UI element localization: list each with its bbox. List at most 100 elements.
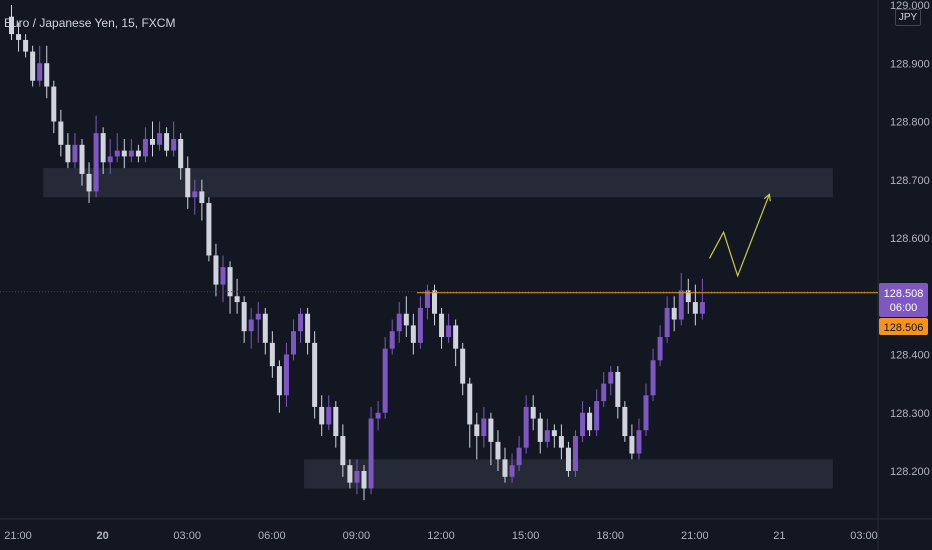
candle-body xyxy=(636,430,642,454)
candle-body xyxy=(107,156,113,163)
candle-body xyxy=(100,133,106,163)
candle-body xyxy=(23,39,29,52)
candle-body xyxy=(460,348,466,384)
candle-body xyxy=(403,313,409,326)
candle-body xyxy=(178,138,184,169)
candle-body xyxy=(692,302,698,314)
candle-body xyxy=(347,465,353,483)
candle-body xyxy=(326,406,332,425)
y-tick-label: 128.800 xyxy=(890,117,930,129)
symbol-title[interactable]: Euro / Japanese Yen, 15, FXCM xyxy=(4,16,176,30)
overlays xyxy=(0,193,878,294)
candle-body xyxy=(51,86,57,122)
candle-body xyxy=(594,401,600,431)
projection-path xyxy=(708,194,770,278)
candle-body xyxy=(44,63,50,87)
candle-body xyxy=(333,406,339,437)
candle-body xyxy=(664,307,670,338)
candle-body xyxy=(30,51,36,81)
price-tags: 128.508 06:00 128.506 xyxy=(879,283,928,335)
candle-body xyxy=(382,348,388,413)
last-price-label: 128.508 xyxy=(884,288,924,300)
candle-body xyxy=(79,144,85,174)
candle-body xyxy=(530,406,536,419)
candle-body xyxy=(375,412,381,419)
candle-body xyxy=(495,441,501,460)
candle-body xyxy=(368,418,374,489)
candle-body xyxy=(185,168,191,198)
candle-body xyxy=(615,371,621,407)
candle-body xyxy=(537,418,543,442)
candle-body xyxy=(650,360,656,396)
candle-body xyxy=(481,418,487,437)
y-tick-label: 128.600 xyxy=(890,233,930,245)
candle-body xyxy=(72,144,78,163)
candle-body xyxy=(262,313,268,343)
candle-body xyxy=(573,436,578,471)
candle-body xyxy=(150,138,155,145)
candle-body xyxy=(255,313,261,320)
x-tick-label: 18:00 xyxy=(596,530,624,542)
candle-body xyxy=(16,34,22,40)
x-axis[interactable]: 21:00 20 03:00 06:00 09:00 12:00 15:00 18:00 21:… xyxy=(4,530,932,542)
candle-body xyxy=(361,471,367,489)
candle-body xyxy=(558,436,564,448)
candle-body xyxy=(657,337,663,361)
candle-body xyxy=(678,290,684,320)
candle-body xyxy=(643,395,649,431)
last-price-tag xyxy=(879,283,928,317)
candle-body xyxy=(453,325,459,349)
candle-body xyxy=(234,296,240,303)
candle-body xyxy=(587,412,593,431)
candle-body xyxy=(474,424,480,437)
y-tick-label: 128.900 xyxy=(890,58,930,70)
candle-body xyxy=(305,313,311,343)
candle-body xyxy=(509,465,515,477)
candle-body xyxy=(523,406,529,448)
candle-body xyxy=(227,267,233,297)
zones xyxy=(43,168,833,489)
y-tick-label: 128.400 xyxy=(890,350,930,362)
candle-body xyxy=(157,133,163,145)
candle-body xyxy=(220,267,226,285)
y-tick-label: 129.000 xyxy=(890,0,930,12)
candle-body xyxy=(114,150,120,157)
candle-body xyxy=(551,430,557,437)
candle-body xyxy=(171,138,177,151)
projection-arrowhead xyxy=(763,193,771,202)
candle-body xyxy=(608,371,614,384)
candle-body xyxy=(298,313,304,332)
y-tick-label: 128.200 xyxy=(890,466,930,478)
y-axis[interactable]: 129.000 128.900 128.800 128.700 128.600 128.4… xyxy=(890,0,930,478)
zone-rect xyxy=(43,168,833,198)
candle-body xyxy=(354,471,360,483)
candle-body xyxy=(128,150,134,157)
x-tick-label: 06:00 xyxy=(258,530,286,542)
y-tick-label: 128.700 xyxy=(890,175,930,187)
x-tick-label: 15:00 xyxy=(512,530,540,542)
x-tick-label: 12:00 xyxy=(427,530,455,542)
candle-body xyxy=(685,290,691,303)
candle-body xyxy=(544,430,550,442)
candle-body xyxy=(629,436,635,454)
countdown-label: 06:00 xyxy=(890,302,918,314)
candle-body xyxy=(192,191,198,198)
candle-body xyxy=(65,144,71,163)
candle-body xyxy=(601,383,607,402)
currency-badge[interactable]: JPY xyxy=(895,9,921,26)
candle-body xyxy=(424,290,430,308)
candle-body xyxy=(699,302,705,314)
candle-body xyxy=(565,447,571,471)
candle-body xyxy=(319,406,325,425)
candle-body xyxy=(142,138,148,157)
x-tick-label: 21 xyxy=(773,530,785,542)
candle-body xyxy=(340,436,346,466)
line-price-label: 128.506 xyxy=(884,322,924,334)
candle-body xyxy=(417,307,423,343)
candle-body xyxy=(389,331,395,349)
candle-body xyxy=(396,313,402,332)
line-price-tag xyxy=(879,318,928,335)
candle-body xyxy=(467,383,473,425)
